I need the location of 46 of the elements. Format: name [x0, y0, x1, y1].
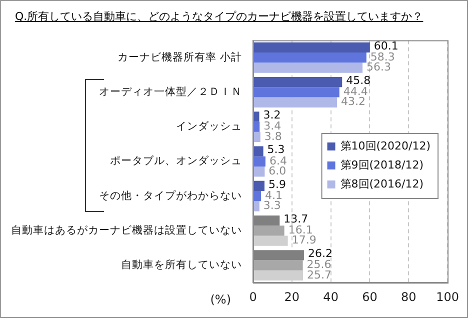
x-tick-label: 80: [401, 290, 416, 304]
bar: [254, 156, 266, 167]
y-tick-label: 自動車を所有していない: [121, 258, 242, 272]
y-tick-label: カーナビ機器所有率 小計: [118, 50, 242, 64]
bar: [254, 226, 284, 236]
data-label: 4.1: [264, 188, 282, 202]
x-tick-label: 100: [436, 290, 459, 304]
y-tick-label: インダッシュ: [176, 120, 242, 133]
bar: [254, 62, 363, 73]
bar: [254, 97, 338, 108]
bar: [254, 180, 264, 191]
data-label: 3.2: [263, 108, 281, 122]
bar: [254, 112, 260, 122]
bar: [254, 146, 264, 156]
bar: [254, 236, 288, 246]
legend-label: 第8回(2016/12): [340, 177, 424, 190]
bar: [254, 76, 342, 88]
x-tick-label: 20: [284, 290, 300, 304]
bar: [254, 52, 366, 63]
bar: [254, 132, 260, 142]
data-label: 5.9: [268, 178, 286, 191]
data-label: 26.2: [308, 247, 332, 260]
data-label: 3.3: [263, 199, 281, 212]
data-label: 45.8: [346, 74, 371, 87]
bar: [254, 190, 261, 202]
bar: [254, 201, 260, 212]
y-tick-label: 自動車はあるがカーナビ機器は設置していない: [11, 223, 242, 236]
legend-label: 第10回(2020/12): [340, 139, 431, 152]
y-tick-label: その他・タイプがわからない: [99, 188, 242, 202]
x-axis-title: (%): [210, 292, 231, 307]
bar: [254, 87, 340, 98]
data-label: 60.1: [374, 39, 398, 52]
data-label: 56.3: [366, 60, 392, 74]
data-label: 13.7: [284, 212, 308, 226]
legend-label: 第9回(2018/12): [340, 158, 424, 172]
x-tick-label: 0: [249, 290, 257, 304]
x-tick-label: 40: [323, 290, 338, 304]
bar: [254, 260, 303, 270]
x-tick-label: 60: [362, 290, 378, 304]
bar: [254, 42, 370, 53]
data-label: 58.3: [370, 50, 395, 64]
y-tick-label: ポータブル、オンダッシュ: [110, 154, 242, 168]
y-tick-label: オーディオ一体型／２ＤＩＮ: [99, 86, 242, 98]
chart-title: Q.所有している自動車に、どのようなタイプのカーナビ機器を設置していますか？: [15, 9, 424, 24]
data-label: 5.3: [267, 143, 285, 156]
bar: [254, 166, 265, 177]
